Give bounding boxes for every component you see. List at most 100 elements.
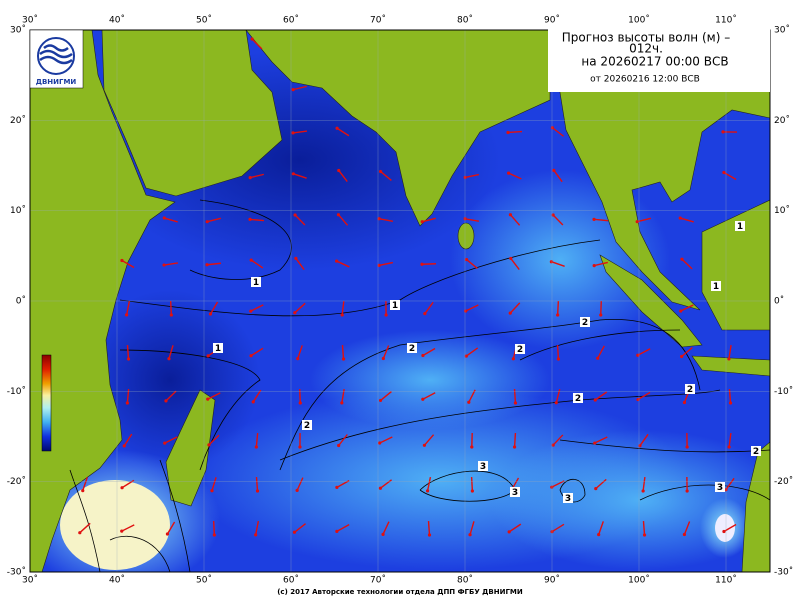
wave-arrow-head — [293, 311, 297, 315]
lat-label: 0˚ — [774, 295, 784, 306]
lon-label: 60˚ — [283, 15, 299, 26]
wave-arrow — [598, 521, 604, 535]
wave-arrow — [294, 302, 306, 314]
wave-arrow-head — [207, 443, 211, 447]
wave-arrow — [725, 477, 735, 491]
contour-label-bg — [251, 277, 261, 287]
wave-arrow — [594, 261, 608, 267]
wave-arrow — [295, 257, 305, 271]
wave-arrow — [294, 523, 306, 533]
wave-arrow — [553, 169, 563, 183]
title: Прогноз высоты волн (м) – — [562, 31, 730, 45]
wave-arrow-head — [679, 309, 683, 313]
wave-arrow — [208, 434, 220, 446]
wave-arrow-head — [381, 356, 385, 361]
wave-arrow-head — [255, 489, 260, 493]
map-body — [30, 30, 770, 572]
contour-label-bg — [563, 493, 573, 503]
wave-arrow — [552, 214, 564, 226]
wave-arrow — [250, 259, 264, 269]
wave-arrow — [249, 218, 265, 222]
wave-arrow-head — [206, 397, 210, 401]
contour-label-bg — [407, 343, 417, 353]
wave-arrow — [421, 263, 437, 265]
wave-arrow — [464, 218, 480, 222]
wave-arrow-head — [506, 130, 510, 135]
wave-arrow-head — [249, 354, 253, 358]
wave-arrow-head — [464, 354, 468, 358]
wave-arrow — [293, 173, 307, 179]
lat-label: 20˚ — [10, 115, 26, 126]
wave-arrow-head — [292, 530, 297, 534]
wave-arrow-head — [298, 445, 302, 449]
lon-label: 70˚ — [370, 15, 386, 26]
wave-arrow-head — [642, 533, 647, 537]
subtitle: от 20260216 12:00 ВСВ — [590, 75, 700, 85]
wave-arrow — [509, 214, 521, 226]
wave-arrow-head — [427, 533, 432, 537]
wave-arrow-head — [335, 485, 339, 489]
wave-arrow — [254, 520, 260, 536]
lat-label: 30˚ — [774, 25, 790, 36]
wave-arrow — [642, 520, 646, 536]
wave-arrow-head — [470, 445, 474, 449]
wave-arrow — [211, 477, 217, 491]
contour-label-bg — [515, 344, 525, 354]
wave-arrow-head — [249, 309, 253, 313]
lat-label: -30˚ — [774, 566, 793, 577]
wave-arrow-head — [337, 168, 341, 173]
lon-label: 30˚ — [22, 15, 38, 26]
wave-arrow-head — [126, 357, 131, 361]
wave-arrow-head — [512, 445, 517, 449]
wave-arrow — [466, 259, 478, 269]
wave-arrow — [508, 172, 522, 180]
wave-arrow-head — [593, 441, 597, 445]
wave-arrow-head — [554, 401, 558, 405]
lat-label: -10˚ — [7, 386, 26, 397]
wave-arrow-head — [335, 126, 339, 130]
lat-label: 10˚ — [774, 205, 790, 216]
wave-arrow-head — [422, 443, 427, 447]
wave-arrow-head — [254, 533, 258, 537]
contour-label-bg — [510, 487, 520, 497]
wave-arrow — [379, 436, 393, 444]
contour-label: 2 — [575, 394, 581, 404]
wave-arrow-head — [206, 354, 210, 358]
wave-arrow-head — [727, 357, 731, 361]
wave-arrow-head — [552, 168, 556, 172]
contour-label-bg — [715, 482, 725, 492]
lat-label: 20˚ — [774, 115, 790, 126]
wave-arrow-head — [421, 353, 425, 358]
wave-arrow — [338, 434, 348, 446]
logo-text: ДВНИГМИ — [36, 78, 77, 86]
lon-label: 50˚ — [196, 15, 212, 26]
wave-arrow — [207, 392, 221, 400]
title-box: Прогноз высоты волн (м) – 012ч. на 20260… — [548, 28, 770, 92]
wave-arrow — [338, 170, 348, 182]
wave-arrow-head — [162, 216, 166, 220]
wave-arrow-head — [120, 258, 124, 263]
wave-arrow — [382, 521, 390, 535]
wave-arrow — [642, 476, 646, 492]
contour-label: 2 — [304, 421, 310, 431]
wave-arrow-head — [122, 444, 126, 448]
wave-arrow-head — [291, 131, 295, 135]
wave-arrow — [637, 348, 651, 356]
lon-label: 80˚ — [457, 575, 473, 586]
wave-arrow-head — [641, 489, 645, 493]
wave-arrow-head — [294, 256, 298, 260]
wave-arrow-head — [468, 533, 472, 537]
wave-arrow-head — [251, 400, 255, 404]
wave-arrow-head — [550, 126, 555, 130]
wave-arrow-head — [511, 357, 515, 361]
wave-arrow-head — [682, 532, 687, 537]
wave-arrow-head — [722, 170, 726, 175]
wave-arrow-head — [125, 313, 129, 317]
wave-arrow — [209, 301, 219, 315]
wave-arrow — [164, 436, 178, 444]
contour-label: 1 — [713, 282, 719, 292]
wave-arrow — [255, 432, 259, 448]
wave-arrow — [165, 390, 177, 402]
wave-arrow-head — [420, 220, 424, 224]
wave-arrow — [552, 434, 564, 446]
